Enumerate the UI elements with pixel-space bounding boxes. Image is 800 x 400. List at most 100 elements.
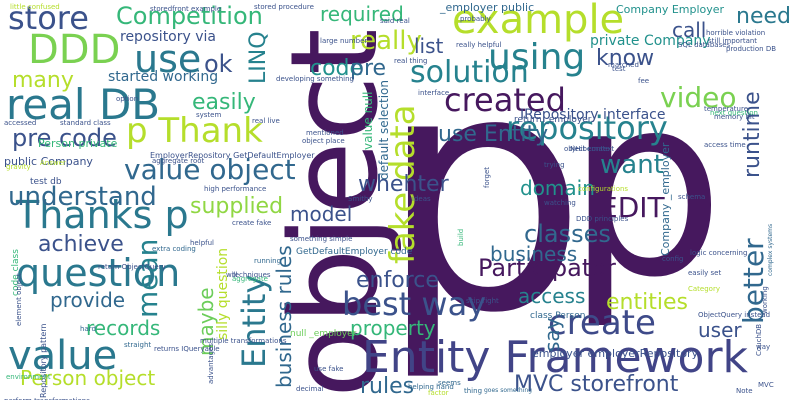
cloud-word: want: [600, 150, 664, 180]
cloud-word: config: [662, 255, 684, 263]
cloud-word: business rules: [272, 245, 296, 388]
cloud-word: aggregate root: [152, 157, 205, 165]
cloud-word: p: [378, 1, 588, 385]
cloud-word: store: [8, 0, 89, 37]
cloud-word: business: [490, 242, 578, 266]
cloud-word: classes: [524, 220, 611, 248]
cloud-word: create: [548, 303, 656, 343]
cloud-word: whehter: [358, 172, 449, 197]
cloud-word: Entity: [235, 274, 273, 368]
cloud-word: public Company: [4, 155, 93, 168]
cloud-word: Company Employer: [616, 3, 725, 16]
cloud-word: schema: [678, 193, 706, 201]
cloud-word: said real: [380, 17, 410, 25]
cloud-word: way: [756, 343, 771, 351]
cloud-word: stored procedure: [254, 3, 314, 11]
cloud-word: developing something: [276, 75, 354, 83]
cloud-word: started working: [108, 69, 219, 85]
cloud-word: EmployerRepository GetDefaultEmployer: [150, 151, 315, 160]
cloud-word: Entity Framework: [362, 332, 749, 383]
cloud-word: NHibernate: [570, 145, 610, 153]
cloud-word: LINQ: [246, 31, 271, 84]
cloud-word: MVC storefront: [514, 372, 679, 397]
cloud-word: memory hit: [714, 113, 755, 121]
cloud-word: large number: [320, 37, 368, 45]
cloud-word: access: [518, 284, 586, 308]
cloud-word: storedfront example: [150, 5, 222, 13]
cloud-word: access time: [704, 141, 746, 149]
cloud-word: Category: [688, 285, 720, 293]
cloud-word: value object: [124, 153, 296, 186]
cloud-word: return ObjectQuery: [98, 263, 166, 271]
cloud-word: create fake: [232, 219, 272, 227]
cloud-word: pre: [350, 56, 387, 81]
cloud-word: employer employerRepository: [532, 347, 699, 360]
cloud-word: GetDefaultEmployer code: [296, 247, 413, 257]
cloud-word: entities: [606, 290, 688, 315]
cloud-word: ok: [204, 50, 233, 78]
cloud-word: SQL databases: [678, 41, 731, 49]
cloud-word: using: [488, 37, 586, 78]
cloud-word: Thanks p: [16, 193, 189, 237]
cloud-word: list: [414, 34, 444, 58]
cloud-word: system: [196, 111, 222, 119]
cloud-word: forget: [483, 167, 491, 188]
cloud-word: working: [761, 286, 769, 314]
cloud-word: know: [596, 46, 655, 71]
cloud-word: test db: [30, 177, 62, 187]
cloud-word: techniques: [232, 271, 271, 279]
cloud-word: easily: [192, 90, 256, 115]
cloud-word: probably: [460, 15, 491, 23]
cloud-word: horrible violation: [706, 29, 766, 37]
cloud-word: next question: [710, 109, 758, 117]
cloud-word: DDD: [28, 27, 121, 73]
cloud-word: factor: [428, 389, 449, 397]
cloud-word: advantages: [207, 342, 215, 384]
cloud-word: ObjectQuery instead: [698, 311, 771, 319]
cloud-word: achieve: [38, 232, 124, 257]
cloud-word: understand: [8, 182, 157, 212]
cloud-word: Competition: [116, 2, 263, 30]
cloud-word: private Company: [590, 33, 711, 49]
cloud-word: DDD principles: [576, 215, 629, 223]
cloud-word: will: [226, 271, 238, 279]
cloud-word: gravity: [6, 163, 31, 171]
cloud-word: best way: [342, 285, 487, 323]
cloud-word: Person private: [38, 137, 118, 150]
cloud-word: easily set: [688, 269, 722, 277]
cloud-word: high performance: [204, 185, 267, 193]
cloud-word: provide: [50, 288, 126, 312]
cloud-word: returns IQueryable: [154, 345, 220, 353]
cloud-word: question: [16, 251, 181, 295]
cloud-word: environment: [6, 373, 51, 381]
cloud-word: model: [290, 202, 353, 226]
cloud-word: video: [660, 81, 737, 114]
cloud-word: production DB: [726, 45, 777, 53]
cloud-word: many: [12, 68, 74, 93]
cloud-word: property: [350, 316, 436, 340]
cloud-word: use Entity: [438, 122, 549, 147]
cloud-word: running: [254, 257, 282, 265]
cloud-word: supplied: [190, 194, 284, 219]
cloud-word: solution: [410, 55, 529, 90]
cloud-word: use fake: [314, 365, 344, 373]
cloud-word: ideas: [412, 195, 431, 203]
cloud-word: repository via: [120, 29, 216, 45]
cloud-word: fee: [638, 77, 650, 85]
cloud-word: helping hand: [408, 383, 454, 391]
cloud-word: interface: [418, 89, 450, 97]
cloud-word: really helpful: [456, 41, 502, 49]
cloud-word: real live: [252, 117, 280, 125]
cloud-word: object context: [564, 145, 615, 153]
cloud-word: extra coding: [152, 245, 196, 253]
cloud-word: records: [86, 316, 161, 340]
cloud-word: seems: [438, 379, 461, 387]
cloud-word: little confused: [10, 3, 60, 11]
cloud-word: element object: [15, 273, 23, 326]
cloud-word: thing: [464, 387, 483, 395]
cloud-word: p: [566, 41, 725, 332]
cloud-word: enforce: [356, 268, 439, 293]
cloud-word: aggregate: [232, 275, 268, 283]
cloud-word: required: [320, 2, 404, 26]
